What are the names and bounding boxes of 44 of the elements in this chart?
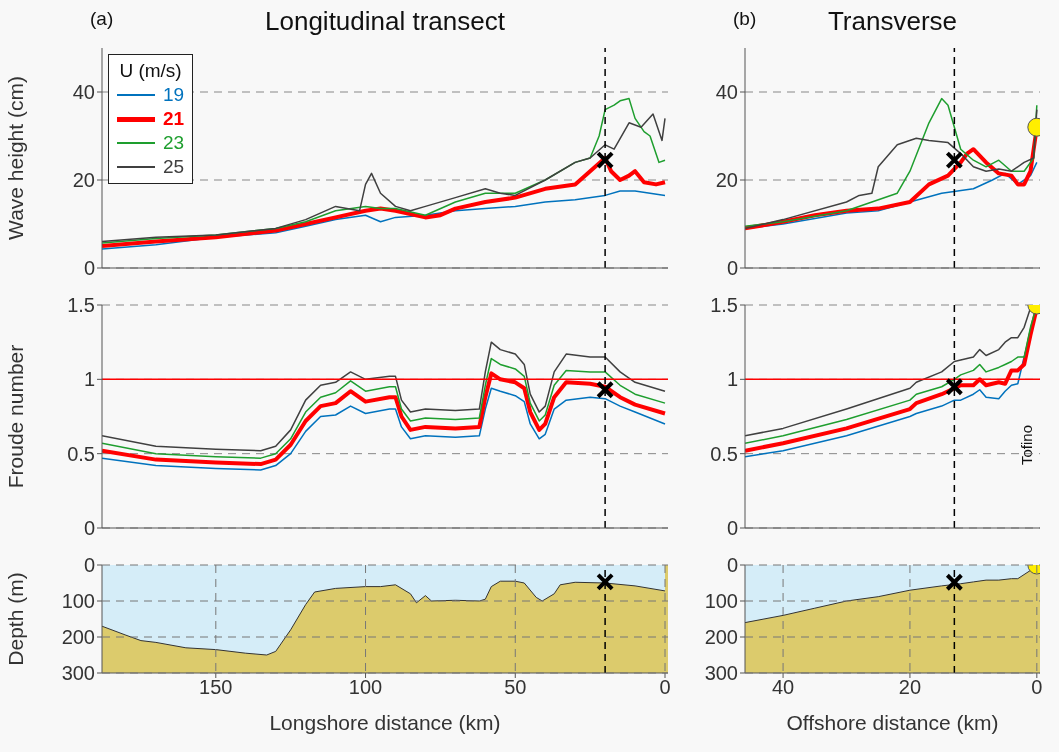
text: (b) [733, 8, 757, 30]
y-axis-title: Depth (m) [4, 572, 28, 666]
x-tick-label: 0 [659, 676, 671, 699]
legend-label: 21 [163, 107, 185, 131]
y-tick-label: 0 [726, 517, 738, 540]
y-tick-label: 0.5 [710, 442, 738, 465]
y-tick-label: 40 [72, 81, 95, 104]
x-tick-label: 50 [504, 676, 527, 699]
y-tick-label: 1 [726, 368, 738, 391]
y-tick-label: 1.5 [710, 294, 738, 317]
x-axis-title: Longshore distance (km) [269, 711, 501, 734]
y-tick-label: 200 [61, 626, 95, 649]
y-tick-label: 100 [61, 590, 95, 613]
chart-title: Transverse [827, 6, 958, 36]
y-tick-label: 0.5 [67, 442, 95, 465]
y-tick-label: 20 [72, 169, 95, 192]
annotation: Tofino [1018, 425, 1035, 466]
y-axis-title: Wave height (cm) [4, 76, 28, 240]
y-tick-label: 0 [83, 554, 95, 577]
chart-title: Longitudinal transect [265, 6, 505, 36]
y-tick-label: 100 [704, 590, 738, 613]
legend-title: U (m/s) [118, 59, 183, 83]
y-tick-label: 1 [83, 368, 95, 391]
y-tick-label: 0 [726, 554, 738, 577]
x-tick-label: 100 [348, 676, 383, 699]
x-tick-label: 20 [898, 676, 922, 699]
x-tick-label: 0 [1031, 676, 1043, 699]
legend-label: 19 [163, 83, 185, 107]
y-tick-label: 0 [83, 517, 95, 540]
y-axis-title: Froude number [4, 344, 28, 489]
y-tick-label: 0 [83, 257, 95, 280]
text: (a) [90, 8, 114, 30]
x-axis-title: Offshore distance (km) [786, 711, 999, 734]
x-tick-label: 150 [199, 676, 233, 699]
y-tick-label: 1.5 [67, 294, 95, 317]
y-tick-label: 40 [715, 81, 738, 104]
y-tick-label: 300 [61, 662, 95, 685]
legend-label: 23 [163, 131, 185, 155]
y-tick-label: 0 [726, 257, 738, 280]
legend-label: 25 [163, 155, 185, 179]
y-tick-label: 200 [704, 626, 738, 649]
x-tick-label: 40 [771, 676, 795, 699]
y-tick-label: 300 [704, 662, 738, 685]
y-tick-label: 20 [715, 169, 738, 192]
